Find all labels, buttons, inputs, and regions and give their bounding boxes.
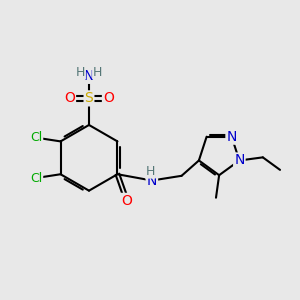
Text: N: N: [84, 69, 94, 83]
Text: N: N: [226, 130, 237, 144]
Text: O: O: [103, 92, 114, 105]
Text: O: O: [122, 194, 132, 208]
Text: H: H: [93, 66, 102, 79]
Text: O: O: [64, 92, 75, 105]
Text: N: N: [234, 154, 244, 167]
Text: H: H: [146, 165, 155, 178]
Text: N: N: [147, 173, 157, 188]
Text: Cl: Cl: [30, 172, 42, 184]
Text: S: S: [85, 92, 93, 105]
Text: Cl: Cl: [30, 131, 42, 144]
Text: H: H: [76, 66, 85, 79]
